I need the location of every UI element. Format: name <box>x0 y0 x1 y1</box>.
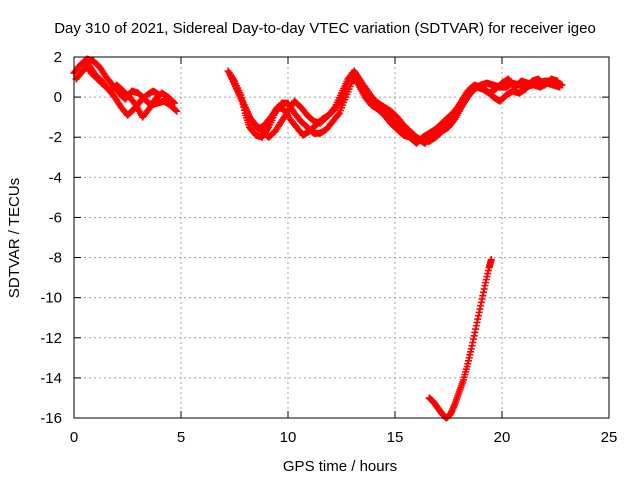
y-tick-label: -12 <box>40 330 62 347</box>
x-tick-label: 5 <box>177 429 185 446</box>
x-tick-label: 0 <box>70 429 78 446</box>
data-point <box>556 83 564 91</box>
x-tick-label: 25 <box>601 429 618 446</box>
y-axis-label: SDTVAR / TECUs <box>6 178 23 298</box>
y-tick-label: -6 <box>49 209 62 226</box>
data-point <box>170 98 178 106</box>
data-point <box>334 110 342 118</box>
data-point <box>173 107 181 115</box>
y-tick-label: -8 <box>49 250 62 267</box>
y-tick-label: 2 <box>54 49 62 66</box>
data-point <box>172 106 180 114</box>
x-tick-label: 10 <box>280 429 297 446</box>
y-tick-label: -14 <box>40 370 62 387</box>
data-points <box>70 55 566 422</box>
data-point <box>330 104 338 112</box>
y-tick-label: -2 <box>49 129 62 146</box>
chart-title: Day 310 of 2021, Sidereal Day-to-day VTE… <box>54 20 596 37</box>
x-tick-label: 15 <box>387 429 404 446</box>
x-tick-label: 20 <box>494 429 511 446</box>
data-point <box>171 99 179 107</box>
y-tick-label: -4 <box>49 169 62 186</box>
y-tick-label: 0 <box>54 89 62 106</box>
plot-frame <box>73 56 610 419</box>
axis-ticks: 0 5 10 15 20 25 -16 -14 -12 -10 -8 -6 -4 -2 0 2 <box>40 49 617 446</box>
y-tick-label: -10 <box>40 290 62 307</box>
y-tick-label: -16 <box>40 410 62 427</box>
data-point <box>487 256 495 264</box>
x-axis-label: GPS time / hours <box>283 458 397 475</box>
